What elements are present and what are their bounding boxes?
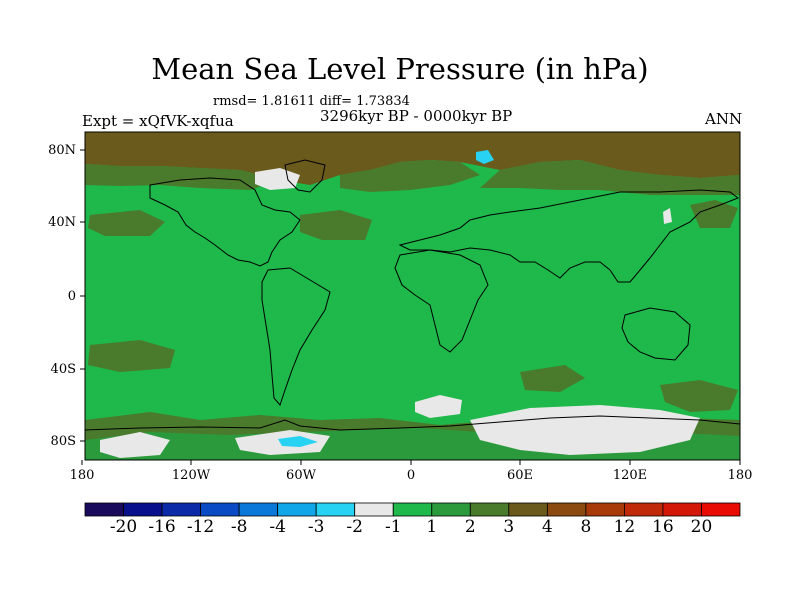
lat-label-40s: 40S (50, 362, 76, 377)
axis-ticks (80, 149, 741, 465)
colorbar-label: -20 (109, 517, 138, 537)
colorbar-label: -8 (230, 517, 248, 537)
colorbar-swatch (469, 502, 510, 517)
map-field (85, 132, 740, 460)
colorbar-swatch (315, 502, 356, 517)
colorbar-label: 8 (580, 517, 592, 537)
eurasia-mid-band (480, 160, 740, 195)
colorbar-swatch (123, 502, 163, 517)
colorbar-label: 1 (426, 517, 438, 537)
colorbar-label: -16 (148, 517, 176, 537)
lat-label-40n: 40N (48, 215, 76, 230)
coastline-greenland (284, 159, 326, 193)
colorbar-label: -1 (384, 517, 402, 537)
colorbar-swatch (392, 502, 433, 517)
lon-label-60w: 60W (286, 468, 316, 483)
arctic-negative (476, 150, 494, 164)
weddell-negative (278, 436, 318, 447)
colorbar-swatch (585, 502, 625, 517)
time-period: 3296kyr BP - 0000kyr BP (320, 107, 513, 125)
season-label: ANN (705, 110, 743, 128)
greenland-near-zero (255, 168, 300, 190)
lon-label-120e: 120E (612, 468, 648, 483)
colorbar-swatch (277, 502, 317, 517)
colorbar-swatch (200, 502, 240, 517)
colorbar-label: -4 (269, 517, 286, 537)
colorbar-label: 20 (690, 517, 713, 537)
colorbar (84, 502, 741, 517)
coastline-eurasia (398, 189, 740, 283)
south-indian-patch (520, 365, 585, 392)
colorbar-label: 2 (464, 517, 476, 537)
colorbar-swatch (508, 502, 548, 517)
colorbar-swatch (431, 502, 471, 517)
arctic-mid-band (85, 164, 280, 190)
colorbar-swatch (701, 502, 741, 517)
colorbar-swatch (546, 502, 587, 517)
north-pacific-patch (88, 210, 165, 236)
japan-near-zero (663, 208, 672, 224)
lon-label-120w: 120W (171, 468, 211, 483)
colorbar-swatch (354, 502, 394, 517)
coastline-south-america (261, 267, 331, 406)
colorbar-label: 12 (613, 517, 636, 537)
lon-label-180w: 180 (69, 468, 95, 483)
coastline-north-america (149, 177, 301, 267)
coastline-africa (394, 249, 489, 353)
colorbar-label: 3 (503, 517, 515, 537)
coastlines (85, 159, 740, 431)
colorbar-swatch (624, 502, 664, 517)
coastline-antarctica (85, 415, 740, 431)
southern-ocean-near-zero (415, 395, 462, 418)
colorbar-label: -12 (186, 517, 215, 537)
northwest-pacific-patch (690, 200, 738, 228)
colorbar-label: 16 (652, 517, 674, 537)
lon-label-180e: 180 (727, 468, 753, 483)
page-title: Mean Sea Level Pressure (in hPa) (151, 52, 649, 86)
lat-label-0: 0 (67, 289, 76, 304)
south-pacific-east-patch (660, 380, 738, 412)
south-pacific-patch (88, 340, 175, 372)
colorbar-swatch (84, 502, 124, 517)
north-atlantic-patch (300, 210, 372, 240)
antarctica-near-zero-west (100, 432, 170, 458)
lat-label-80n: 80N (48, 143, 76, 158)
colorbar-swatch (238, 502, 279, 517)
lon-label-60e: 60E (506, 468, 534, 483)
lon-label-0: 0 (406, 468, 416, 483)
colorbar-swatch (161, 502, 201, 517)
north-atlantic-band (340, 160, 480, 192)
rmsd-diff-stats: rmsd= 1.81611 diff= 1.73834 (213, 94, 410, 109)
experiment-label: Expt = xQfVK-xqfua (82, 112, 234, 130)
colorbar-label: -2 (346, 517, 363, 537)
colorbar-swatch (662, 502, 702, 517)
arctic-high-band (85, 132, 740, 185)
lat-label-80s: 80S (50, 434, 76, 449)
colorbar-label: 4 (541, 517, 553, 537)
colorbar-label: -3 (307, 517, 325, 537)
coastline-australia (621, 307, 691, 361)
